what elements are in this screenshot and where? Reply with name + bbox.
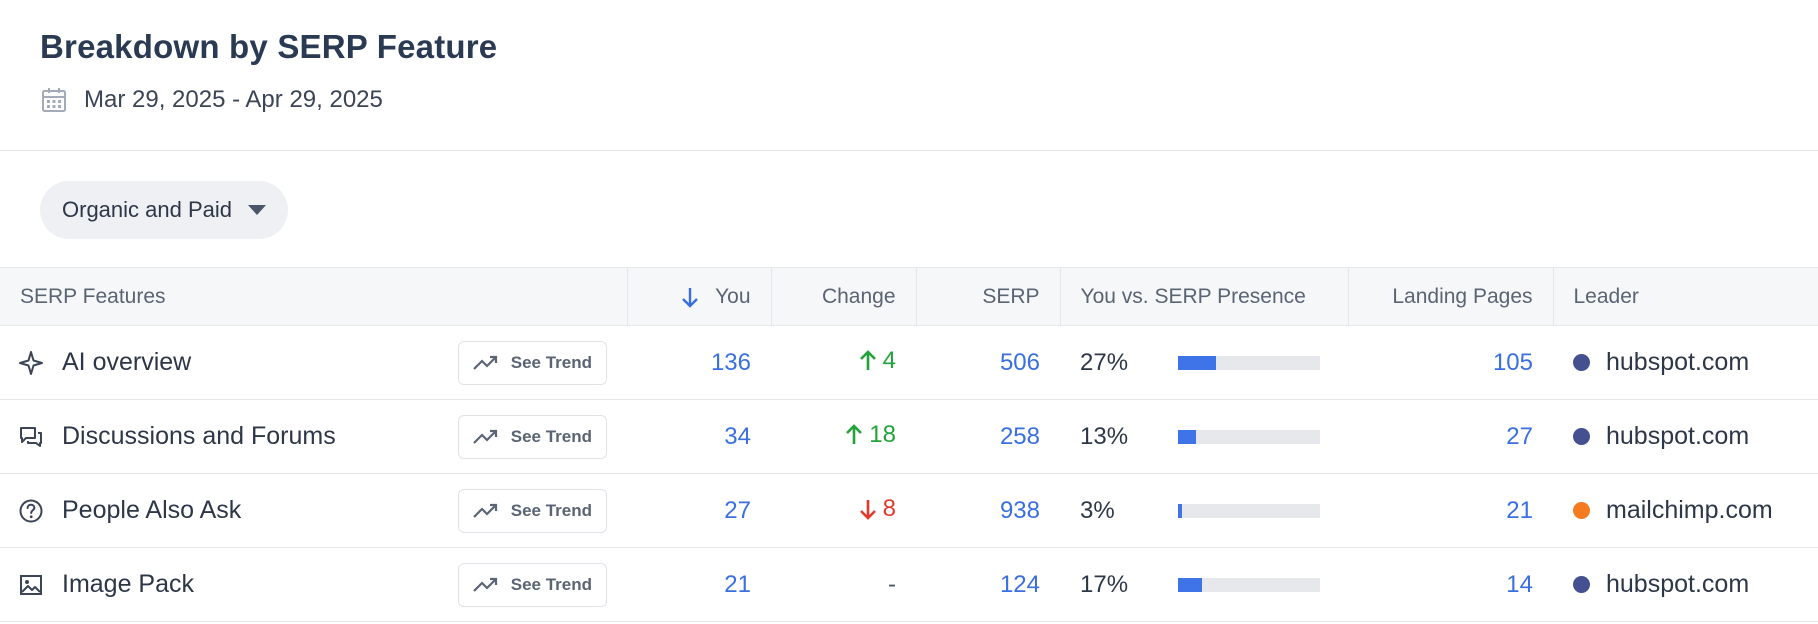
presence-percent: 17%	[1080, 570, 1129, 598]
serp-value[interactable]: 506	[999, 348, 1040, 376]
col-header-change[interactable]: Change	[770, 267, 916, 326]
presence-bar-fill	[1178, 355, 1217, 370]
feature-name: Discussions and Forums	[62, 422, 336, 450]
date-range[interactable]: Mar 29, 2025 - Apr 29, 2025	[40, 86, 383, 114]
col-header-you-label: You	[715, 284, 751, 308]
you-value[interactable]: 27	[724, 496, 751, 524]
see-trend-button[interactable]: See Trend	[457, 414, 607, 459]
presence-bar	[1178, 429, 1320, 444]
col-header-features[interactable]: SERP Features	[0, 267, 627, 326]
feature-name: People Also Ask	[62, 496, 242, 524]
presence-percent: 27%	[1080, 348, 1129, 376]
change-value: 18	[845, 421, 896, 449]
feature-name: AI overview	[62, 348, 192, 376]
leader-cell: mailchimp.com	[1573, 496, 1798, 525]
col-header-serp[interactable]: SERP	[915, 267, 1060, 326]
landing-pages-value[interactable]: 27	[1506, 422, 1533, 450]
change-number: 18	[869, 420, 896, 448]
presence-percent: 13%	[1080, 422, 1129, 450]
presence-cell: 17%	[1080, 571, 1328, 599]
change-value: 4	[859, 347, 896, 375]
see-trend-label: See Trend	[510, 426, 592, 446]
col-header-leader[interactable]: Leader	[1552, 267, 1818, 326]
you-value[interactable]: 136	[710, 348, 751, 376]
serp-value[interactable]: 124	[999, 570, 1040, 598]
leader-dot	[1573, 576, 1590, 593]
landing-pages-value[interactable]: 105	[1492, 348, 1533, 376]
leader-domain: mailchimp.com	[1606, 496, 1773, 524]
traffic-type-dropdown[interactable]: Organic and Paid	[40, 181, 288, 239]
trend-up-icon	[472, 429, 497, 444]
leader-domain: hubspot.com	[1606, 422, 1750, 450]
leader-dot	[1573, 502, 1590, 519]
arrow-down-icon	[859, 499, 876, 520]
feature-name: Image Pack	[62, 570, 195, 598]
leader-domain: hubspot.com	[1606, 348, 1750, 376]
see-trend-button[interactable]: See Trend	[457, 562, 607, 607]
sparkle-icon	[18, 350, 44, 376]
arrow-up-icon	[846, 423, 863, 444]
see-trend-label: See Trend	[510, 500, 592, 520]
presence-cell: 27%	[1080, 349, 1328, 377]
presence-bar-fill	[1178, 429, 1197, 444]
table-row: People Also Ask See Trend 27 8 938 3% 21	[0, 474, 1818, 548]
see-trend-label: See Trend	[510, 574, 592, 594]
leader-domain: hubspot.com	[1606, 570, 1750, 598]
change-number: 4	[882, 346, 896, 374]
table-row: AI overview See Trend 136 4 506 27% 105	[0, 326, 1818, 400]
change-number: -	[888, 570, 896, 598]
landing-pages-value[interactable]: 21	[1506, 496, 1533, 524]
serp-value[interactable]: 938	[999, 496, 1040, 524]
calendar-icon	[42, 88, 66, 112]
table-header-row: SERP Features You Change SERP You vs. SE…	[0, 267, 1818, 326]
col-header-you[interactable]: You	[626, 267, 771, 326]
serp-features-table: SERP Features You Change SERP You vs. SE…	[0, 267, 1818, 622]
leader-cell: hubspot.com	[1573, 422, 1798, 451]
presence-cell: 3%	[1080, 497, 1328, 525]
presence-bar	[1178, 503, 1320, 518]
table-row: Image Pack See Trend 21 - 124 17% 14	[0, 548, 1818, 622]
col-header-presence[interactable]: You vs. SERP Presence	[1059, 267, 1348, 326]
see-trend-button[interactable]: See Trend	[457, 340, 607, 385]
presence-bar	[1178, 355, 1320, 370]
arrow-up-icon	[859, 349, 876, 370]
sort-arrow-down-icon	[682, 287, 698, 308]
date-range-text: Mar 29, 2025 - Apr 29, 2025	[84, 86, 383, 113]
presence-cell: 13%	[1080, 423, 1328, 451]
you-value[interactable]: 34	[724, 422, 751, 450]
change-value: -	[888, 571, 896, 599]
trend-up-icon	[472, 577, 497, 592]
trend-up-icon	[472, 355, 497, 370]
leader-dot	[1573, 428, 1590, 445]
traffic-type-label: Organic and Paid	[62, 197, 232, 222]
leader-cell: hubspot.com	[1573, 348, 1798, 377]
trend-up-icon	[472, 503, 497, 518]
question-circle-icon	[18, 498, 44, 524]
change-number: 8	[882, 494, 896, 522]
see-trend-label: See Trend	[510, 352, 592, 372]
caret-down-icon	[248, 205, 266, 215]
col-header-landing-pages[interactable]: Landing Pages	[1347, 267, 1553, 326]
serp-value[interactable]: 258	[999, 422, 1040, 450]
see-trend-button[interactable]: See Trend	[457, 488, 607, 533]
leader-dot	[1573, 354, 1590, 371]
table-row: Discussions and Forums See Trend 34 18 2…	[0, 400, 1818, 474]
page-header: Breakdown by SERP Feature Mar 29, 2025 -…	[0, 0, 1818, 151]
you-value[interactable]: 21	[724, 570, 751, 598]
chat-bubbles-icon	[18, 424, 44, 450]
page-title: Breakdown by SERP Feature	[40, 28, 498, 65]
presence-bar-fill	[1178, 577, 1203, 592]
image-icon	[18, 572, 44, 598]
filter-bar: Organic and Paid	[0, 151, 1818, 267]
presence-bar	[1178, 577, 1320, 592]
presence-bar-fill	[1178, 503, 1183, 518]
change-value: 8	[859, 495, 896, 523]
presence-percent: 3%	[1080, 496, 1115, 524]
landing-pages-value[interactable]: 14	[1506, 570, 1533, 598]
leader-cell: hubspot.com	[1573, 570, 1798, 599]
